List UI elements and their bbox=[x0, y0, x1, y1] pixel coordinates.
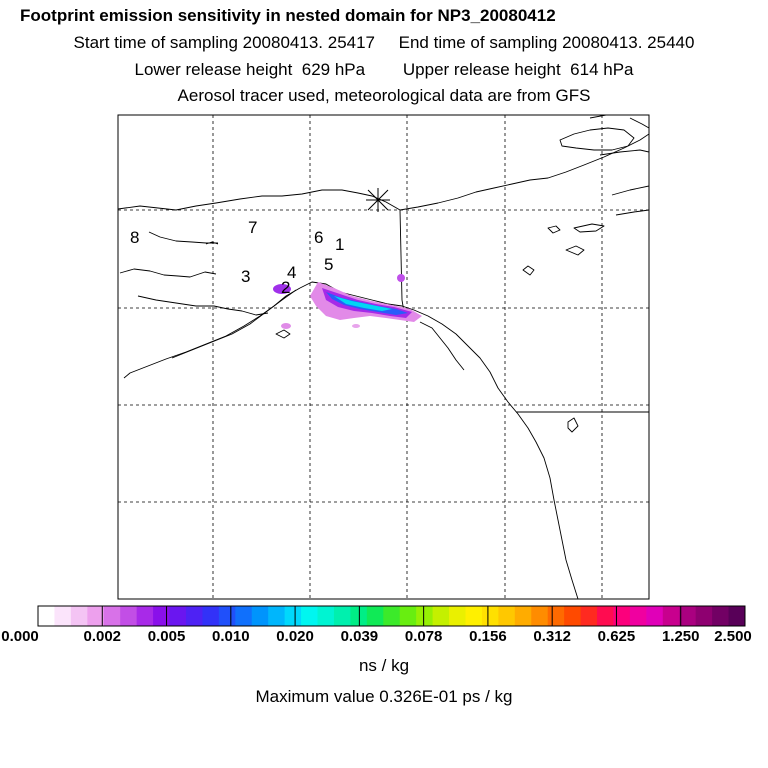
colorbar-swatch bbox=[185, 606, 203, 626]
colorbar-swatch bbox=[465, 606, 483, 626]
colorbar-tick-label: 0.002 bbox=[83, 628, 122, 645]
marker-label: 7 bbox=[248, 218, 257, 237]
colorbar-swatch bbox=[251, 606, 269, 626]
blob-north bbox=[397, 274, 405, 282]
colorbar-swatch bbox=[333, 606, 351, 626]
colorbar-swatch bbox=[218, 606, 236, 626]
colorbar-swatch bbox=[646, 606, 664, 626]
plume-max bbox=[334, 296, 392, 311]
colorbar-tick-label: 2.500 bbox=[714, 628, 752, 645]
colorbar bbox=[37, 605, 746, 627]
release-location-marker bbox=[366, 188, 390, 212]
colorbar-swatch bbox=[202, 606, 220, 626]
colorbar-swatch bbox=[120, 606, 138, 626]
colorbar-swatch bbox=[662, 606, 680, 626]
marker-label: 2 bbox=[281, 278, 290, 297]
colorbar-swatch bbox=[301, 606, 319, 626]
colorbar-swatch bbox=[613, 606, 631, 626]
colorbar-tick-label: 0.039 bbox=[340, 628, 379, 645]
colorbar-swatch bbox=[629, 606, 647, 626]
colorbar-swatch bbox=[268, 606, 286, 626]
release-height-line: Lower release height 629 hPa Upper relea… bbox=[134, 60, 634, 79]
coastlines bbox=[118, 115, 649, 599]
colorbar-swatch bbox=[317, 606, 335, 626]
plot-title: Footprint emission sensitivity in nested… bbox=[20, 6, 556, 25]
colorbar-swatch bbox=[153, 606, 171, 626]
colorbar-swatch bbox=[597, 606, 614, 626]
colorbar-swatch bbox=[38, 606, 55, 626]
blob-south bbox=[281, 323, 291, 329]
colorbar-tick-label: 0.005 bbox=[147, 628, 186, 645]
colorbar-swatch bbox=[728, 606, 746, 626]
colorbar-swatch bbox=[580, 606, 598, 626]
colorbar-swatch bbox=[679, 606, 697, 626]
sampling-time-line: Start time of sampling 20080413. 25417 E… bbox=[73, 33, 695, 52]
colorbar-unit: ns / kg bbox=[358, 656, 410, 675]
map-frame bbox=[117, 114, 650, 600]
colorbar-swatch bbox=[383, 606, 401, 626]
colorbar-swatch bbox=[547, 606, 565, 626]
colorbar-swatch bbox=[498, 606, 516, 626]
colorbar-swatch bbox=[284, 606, 302, 626]
marker-label: 5 bbox=[324, 255, 333, 274]
colorbar-swatch bbox=[449, 606, 466, 626]
colorbar-border bbox=[37, 605, 746, 627]
colorbar-swatch bbox=[531, 606, 549, 626]
colorbar-swatch bbox=[481, 606, 499, 626]
marker-label: 6 bbox=[314, 228, 323, 247]
colorbar-swatch bbox=[695, 606, 713, 626]
sensitivity-plume bbox=[273, 274, 422, 329]
colorbar-swatch bbox=[514, 606, 532, 626]
colorbar-swatch bbox=[235, 606, 253, 626]
colorbar-swatch bbox=[366, 606, 384, 626]
marker-label: 1 bbox=[335, 235, 344, 254]
colorbar-tick-label: 0.010 bbox=[212, 628, 250, 645]
colorbar-swatch bbox=[103, 606, 121, 626]
marker-label: 3 bbox=[241, 267, 250, 286]
colorbar-swatch bbox=[87, 606, 105, 626]
colorbar-swatch bbox=[712, 606, 730, 626]
maximum-value: Maximum value 0.326E-01 ps / kg bbox=[255, 687, 513, 706]
colorbar-tick-label: 0.078 bbox=[404, 628, 443, 645]
colorbar-tick-label: 0.625 bbox=[597, 628, 636, 645]
colorbar-swatch bbox=[70, 606, 88, 626]
colorbar-tick-label: 1.250 bbox=[661, 628, 700, 645]
colorbar-swatch bbox=[136, 606, 154, 626]
blob-small bbox=[352, 324, 360, 328]
tracer-info-line: Aerosol tracer used, meteorological data… bbox=[177, 86, 591, 105]
colorbar-swatch bbox=[416, 606, 434, 626]
marker-label: 4 bbox=[287, 263, 296, 282]
colorbar-tick-label: 0.000 bbox=[1, 628, 39, 645]
colorbar-swatch bbox=[432, 606, 450, 626]
colorbar-tick-label: 0.156 bbox=[469, 628, 507, 645]
colorbar-swatch bbox=[169, 606, 187, 626]
colorbar-swatch bbox=[399, 606, 417, 626]
colorbar-tick-label: 0.312 bbox=[533, 628, 571, 645]
colorbar-tick-label: 0.020 bbox=[276, 628, 314, 645]
colorbar-swatch bbox=[54, 606, 72, 626]
marker-label: 8 bbox=[130, 228, 139, 247]
blob-west bbox=[273, 284, 291, 294]
colorbar-swatch bbox=[564, 606, 582, 626]
